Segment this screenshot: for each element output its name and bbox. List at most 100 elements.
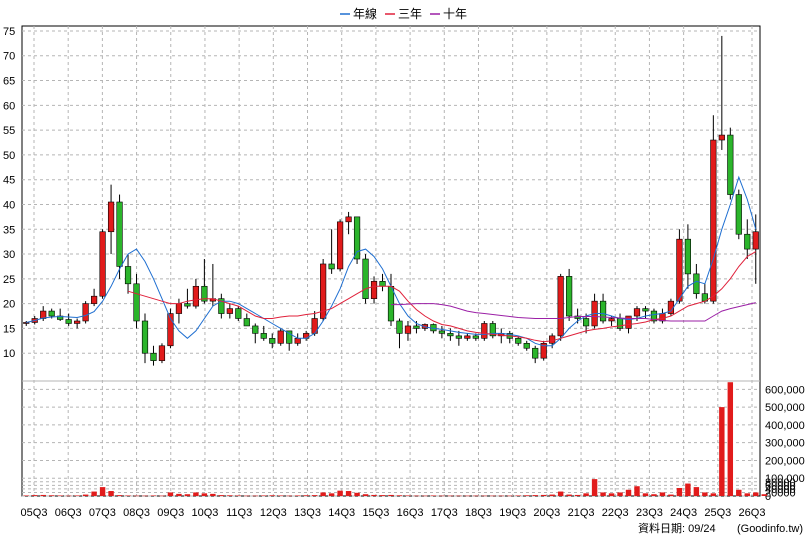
x-axis: 05Q3 06Q3 07Q3 08Q3 09Q3 10Q3 11Q3 12Q3 13Q3 14Q3… <box>21 507 766 519</box>
volume-bar <box>685 484 690 496</box>
volume-bar <box>651 494 656 496</box>
volume-bar <box>694 487 699 496</box>
candle-body <box>337 222 343 269</box>
x-tick-label: 10Q3 <box>191 507 218 519</box>
volume-bar <box>516 495 521 496</box>
candle-body <box>83 304 89 321</box>
volume-bar <box>159 496 164 497</box>
candle-body <box>439 331 445 333</box>
volume-bar <box>202 493 207 496</box>
volume-bar <box>753 492 758 496</box>
price-tick-label: 55 <box>3 125 15 137</box>
x-tick-label: 05Q3 <box>21 507 48 519</box>
price-tick-label: 15 <box>3 323 15 335</box>
x-tick-label: 20Q3 <box>533 507 560 519</box>
volume-bar <box>295 495 300 496</box>
x-tick-label: 07Q3 <box>89 507 116 519</box>
volume-bar <box>66 496 71 497</box>
candle-body <box>363 259 369 299</box>
volume-tick-label: 500,000 <box>765 402 805 414</box>
volume-bar <box>473 496 478 497</box>
candle-body <box>354 217 360 259</box>
candle-body <box>549 336 555 343</box>
candle-body <box>159 346 165 361</box>
candle-body <box>49 311 55 316</box>
x-tick-label: 11Q3 <box>226 507 252 519</box>
x-tick-label: 16Q3 <box>397 507 424 519</box>
data-date-label: 資料日期: 09/24 <box>638 521 716 535</box>
x-tick-label: 17Q3 <box>431 507 458 519</box>
volume-bar <box>617 492 622 496</box>
candle-body <box>465 336 471 338</box>
volume-bar <box>592 479 597 496</box>
volume-bar <box>583 493 588 496</box>
price-tick-label: 35 <box>3 224 15 236</box>
volume-bar <box>270 495 275 496</box>
volume-bar <box>125 495 130 496</box>
x-tick-label: 18Q3 <box>465 507 492 519</box>
price-axis: 1015202530354045505560657075 <box>3 26 15 360</box>
candle-body <box>736 195 742 235</box>
volume-bar <box>219 495 224 496</box>
volume-bar <box>643 493 648 496</box>
volume-bar <box>762 494 767 496</box>
volume-bar <box>660 492 665 496</box>
volume-bar <box>380 495 385 496</box>
candle-body <box>269 338 275 343</box>
volume-bar <box>49 495 54 496</box>
candle-body <box>244 319 250 326</box>
volume-bar <box>566 495 571 496</box>
volume-bar <box>278 495 283 496</box>
volume-tick-label: 300,000 <box>765 438 805 450</box>
candle-body <box>558 276 564 335</box>
volume-tick-label: 400,000 <box>765 420 805 432</box>
candle-body <box>176 304 182 314</box>
candle-body <box>193 286 199 306</box>
volume-bar <box>354 493 359 496</box>
candle-body <box>405 326 411 333</box>
volume-bar <box>83 495 88 496</box>
candle-body <box>473 336 479 338</box>
price-tick-label: 50 <box>3 150 15 162</box>
x-tick-label: 06Q3 <box>55 507 82 519</box>
volume-axis: 020000400006000080000100,000200,000300,0… <box>765 384 805 503</box>
volume-bar <box>100 487 105 496</box>
volume-bar <box>728 382 733 496</box>
price-tick-label: 45 <box>3 175 15 187</box>
price-tick-label: 60 <box>3 100 15 112</box>
candle-body <box>252 326 258 333</box>
candle-body <box>744 234 750 249</box>
candle-body <box>380 281 386 286</box>
candle-body <box>100 232 106 296</box>
x-tick-label: 25Q3 <box>704 507 731 519</box>
candle-body <box>134 284 140 321</box>
volume-tick-label: 600,000 <box>765 384 805 396</box>
candle-body <box>236 309 242 319</box>
volume-bar <box>40 495 45 496</box>
volume-bar <box>312 495 317 496</box>
chart-legend: 年線 三年 十年 <box>340 6 467 21</box>
candle-body <box>609 319 615 321</box>
volume-bar <box>151 495 156 496</box>
x-tick-label: 14Q3 <box>328 507 355 519</box>
candle-body <box>448 333 454 335</box>
volume-bar <box>57 495 62 496</box>
candle-body <box>482 323 488 338</box>
volume-bar <box>303 495 308 496</box>
volume-bar <box>210 494 215 496</box>
candle-body <box>600 301 606 321</box>
volume-bar <box>507 496 512 497</box>
volume-bar <box>176 494 181 496</box>
volume-bar <box>32 495 37 496</box>
candle-body <box>677 239 683 301</box>
candle-body <box>117 202 123 266</box>
x-tick-label: 23Q3 <box>636 507 663 519</box>
volume-bar <box>414 496 419 497</box>
x-tick-label: 09Q3 <box>157 507 184 519</box>
volume-bar <box>600 492 605 496</box>
candle-body <box>227 309 233 314</box>
volume-bar <box>405 495 410 496</box>
volume-bar <box>439 496 444 497</box>
volume-bar <box>524 495 529 496</box>
